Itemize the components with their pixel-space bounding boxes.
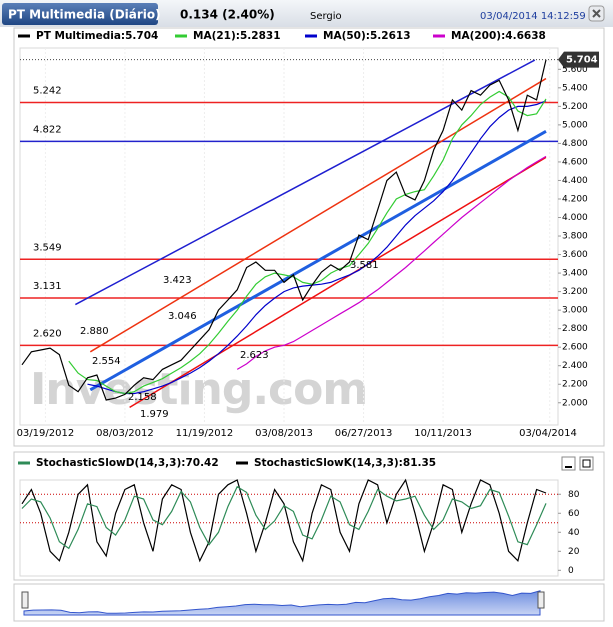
y-tick-label: 3.400 (562, 269, 588, 279)
header-title: PT Multimedia (Diário) (8, 8, 161, 22)
x-tick-label: 03/08/2013 (255, 428, 313, 439)
main-frame (13, 27, 605, 447)
y-tick-label: 2.000 (562, 398, 588, 408)
trend-line (89, 130, 547, 392)
y-tick-label: 0 (568, 566, 574, 576)
x-tick-label: 03/04/2014 (519, 428, 577, 439)
legend-entry: StochasticSlowK(14,3,3):81.35 (254, 457, 436, 469)
annotation: 2.880 (80, 326, 109, 337)
y-tick-label: 3.200 (562, 287, 588, 297)
y-tick-label: 80 (568, 490, 580, 500)
y-tick-label: 3.800 (562, 232, 588, 242)
last-price-label: 5.704 (566, 55, 598, 66)
y-tick-label: 5.200 (562, 102, 588, 112)
navigator-handle-right[interactable] (537, 591, 545, 609)
series-line (87, 100, 547, 395)
annotation: 2.554 (92, 356, 121, 367)
annotation: 1.979 (140, 409, 169, 420)
close-button[interactable] (588, 5, 605, 22)
y-tick-label: 3.000 (562, 306, 588, 316)
header-change: 0.134 (2.40%) (180, 8, 275, 22)
x-tick-label: 11/19/2012 (176, 428, 234, 439)
header-user: Sergio (310, 11, 342, 22)
maximize-button[interactable] (579, 456, 594, 471)
series-line (236, 155, 547, 370)
legend-entry: MA(200):4.6638 (451, 30, 546, 42)
y-tick-label: 4.800 (562, 139, 588, 149)
y-tick-label: 5.000 (562, 120, 588, 130)
x-tick-label: 10/11/2013 (414, 428, 472, 439)
x-tick-label: 06/27/2013 (335, 428, 393, 439)
watermark: Investing.com (30, 364, 367, 415)
stoch-plot-frame (19, 479, 559, 577)
annotation: 2.158 (128, 392, 157, 403)
legend-entry: MA(21):5.2831 (193, 30, 281, 42)
navigator-handle-left[interactable] (21, 591, 29, 609)
y-tick-label: 20 (568, 547, 580, 557)
stoch-frame (13, 451, 605, 581)
nav-frame (13, 583, 605, 622)
header-datetime: 03/04/2014 14:12:59 (480, 11, 586, 22)
level-label: 3.549 (33, 242, 62, 253)
series-line (21, 59, 547, 401)
x-tick-label: 08/03/2012 (96, 428, 154, 439)
legend-entry: MA(50):5.2613 (323, 30, 411, 42)
y-tick-label: 3.600 (562, 250, 588, 260)
y-tick-label: 60 (568, 509, 580, 519)
annotation: 3.046 (168, 311, 197, 322)
y-tick-label: 2.200 (562, 380, 588, 390)
series-line (68, 90, 547, 395)
trend-line (129, 156, 547, 409)
last-price-tag (558, 51, 599, 68)
y-tick-label: 4.200 (562, 194, 588, 204)
annotation: 3.581 (350, 260, 379, 271)
y-tick-label: 2.800 (562, 324, 588, 334)
x-tick-label: 03/19/2012 (17, 428, 75, 439)
level-label: 4.822 (33, 124, 62, 135)
y-tick-label: 4.600 (562, 157, 588, 167)
y-tick-label: 4.400 (562, 176, 588, 186)
trend-line (74, 59, 536, 306)
y-tick-label: 2.400 (562, 361, 588, 371)
annotation: 2.623 (240, 350, 269, 361)
y-tick-label: 2.600 (562, 343, 588, 353)
minimize-button[interactable] (561, 456, 576, 471)
level-label: 5.242 (33, 85, 62, 96)
level-label: 3.131 (33, 281, 62, 292)
series-line (21, 478, 547, 563)
y-tick-label: 5.400 (562, 83, 588, 93)
series-line (21, 485, 547, 550)
y-tick-label: 40 (568, 528, 580, 538)
navigator-area (23, 590, 541, 616)
annotation: 3.423 (163, 275, 192, 286)
legend-entry: StochasticSlowD(14,3,3):70.42 (36, 457, 219, 469)
legend-entry: PT Multimedia:5.704 (36, 30, 158, 42)
title-tab (2, 3, 158, 25)
y-tick-label: 5.600 (562, 65, 588, 75)
trend-line (89, 77, 547, 353)
y-tick-label: 4.000 (562, 213, 588, 223)
level-label: 2.620 (33, 328, 62, 339)
